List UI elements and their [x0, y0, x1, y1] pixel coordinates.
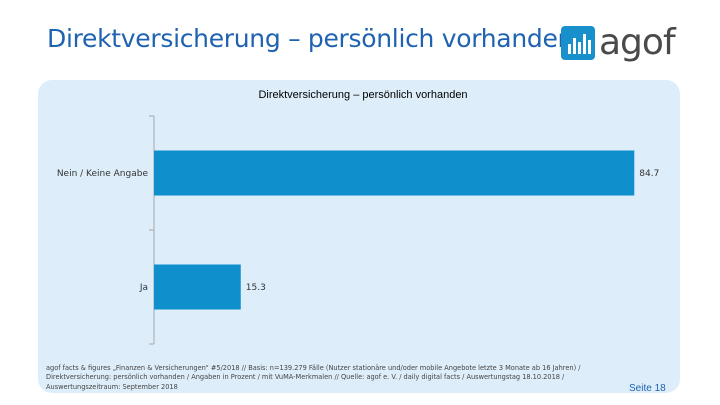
category-label: Nein / Keine Angabe	[57, 169, 149, 179]
chart-title: Direktversicherung – persönlich vorhande…	[258, 89, 467, 101]
bar-1	[154, 264, 241, 310]
value-label: 84.7	[639, 169, 659, 179]
category-label: Ja	[139, 283, 148, 293]
page-number: Seite 18	[629, 383, 666, 394]
bar-0	[154, 150, 635, 196]
value-label: 15.3	[246, 283, 266, 293]
agof-logo: agof	[561, 22, 676, 63]
logo-wordmark: agof	[599, 22, 676, 63]
chart-panel	[38, 80, 680, 393]
footer-source-note: agof facts & figures „Finanzen & Versich…	[46, 364, 581, 391]
bar-chart-icon	[561, 26, 595, 60]
slide-title: Direktversicherung – persönlich vorhande…	[47, 24, 574, 53]
